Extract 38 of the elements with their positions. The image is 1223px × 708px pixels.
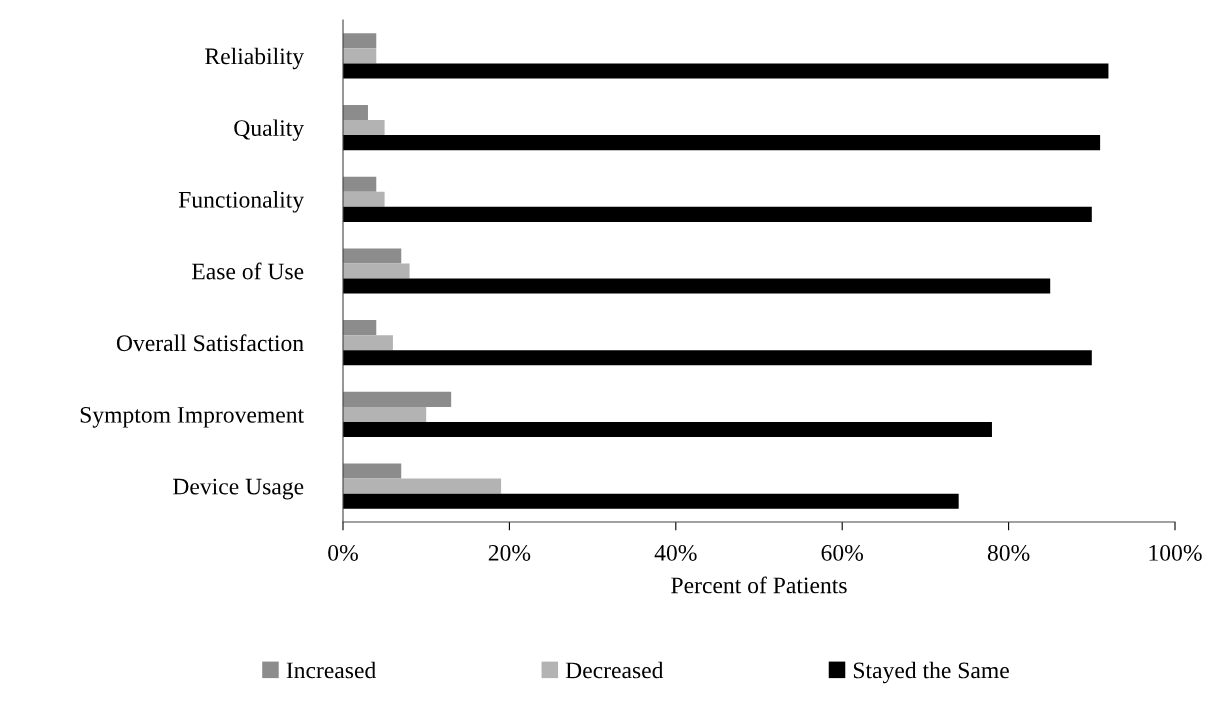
x-tick-label: 60% xyxy=(821,544,864,561)
bar xyxy=(343,350,1092,366)
x-tick-label: 40% xyxy=(654,544,697,561)
legend-label: Increased xyxy=(286,661,376,679)
bar xyxy=(343,33,377,49)
bar xyxy=(343,406,427,422)
bar xyxy=(343,478,502,494)
legend-label: Stayed the Same xyxy=(853,661,1009,684)
bar xyxy=(343,335,393,351)
bar xyxy=(343,191,385,207)
bar xyxy=(343,493,959,509)
x-tick-label: 100% xyxy=(1149,544,1202,561)
bar xyxy=(343,176,377,192)
bar xyxy=(343,463,402,479)
y-tick-label: Overall Satisfaction xyxy=(116,334,304,352)
x-tick-label: 80% xyxy=(987,544,1030,561)
bar xyxy=(343,120,385,136)
bar xyxy=(343,135,1101,151)
legend-label: Decreased xyxy=(565,661,664,679)
bar xyxy=(343,206,1092,222)
bar xyxy=(343,248,402,264)
y-tick-label: Quality xyxy=(234,119,305,141)
bar xyxy=(343,421,992,438)
x-tick-label: 20% xyxy=(488,544,531,561)
bar xyxy=(343,278,1051,294)
x-axis-title: Percent of Patients xyxy=(671,576,847,594)
y-tick-label: Ease of Use xyxy=(192,262,304,280)
bar xyxy=(343,104,368,121)
bar xyxy=(343,63,1109,79)
y-tick-label: Symptom Improvement xyxy=(80,406,304,428)
x-tick-label: 0% xyxy=(328,544,358,561)
bar xyxy=(343,320,377,336)
bar xyxy=(343,391,452,407)
y-tick-label: Device Usage xyxy=(173,478,304,500)
y-tick-label: Functionality xyxy=(178,191,305,213)
bar xyxy=(343,263,410,279)
bar xyxy=(343,48,377,64)
y-tick-label: Reliability xyxy=(205,47,305,70)
